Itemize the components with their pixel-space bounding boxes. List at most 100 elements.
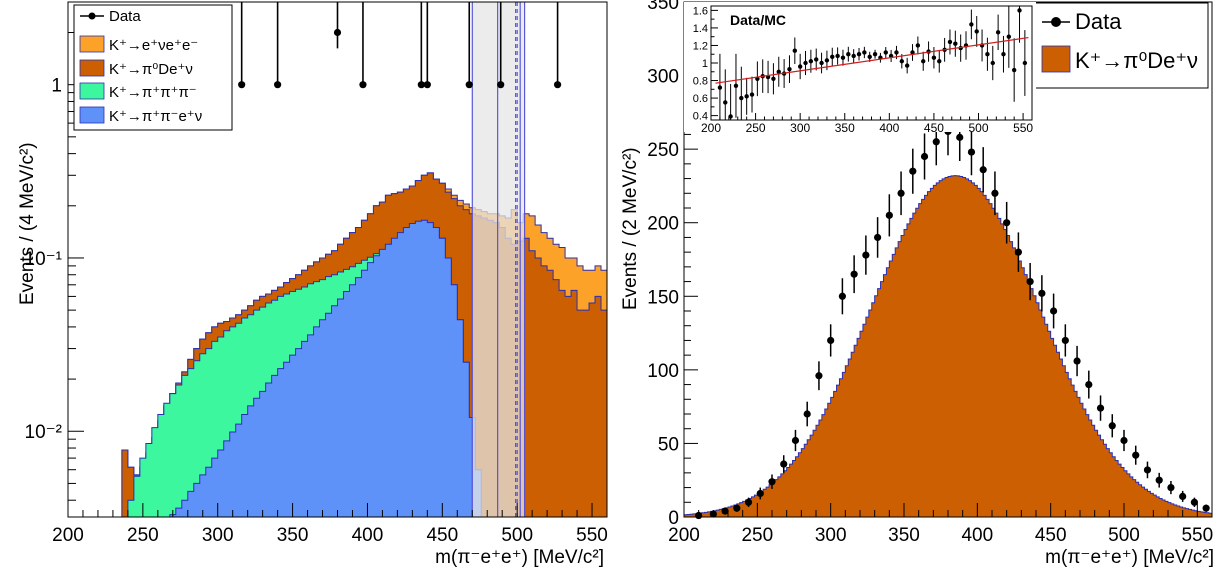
data-point xyxy=(744,498,753,506)
ratio-point xyxy=(953,41,958,46)
y-tick-label: 50 xyxy=(658,434,679,455)
ratio-point xyxy=(899,59,905,64)
inset-x-tick-label: 400 xyxy=(879,121,899,135)
y-tick-label: 250 xyxy=(647,140,679,161)
data-point xyxy=(1155,476,1163,484)
ratio-point xyxy=(985,52,990,57)
inset-y-tick-label: 1.6 xyxy=(693,5,708,17)
left-data-points xyxy=(238,2,562,89)
y-tick-label: 10⁻¹ xyxy=(25,249,63,270)
data-point xyxy=(803,410,811,418)
inset-x-tick-label: 200 xyxy=(701,121,721,135)
ratio-point xyxy=(974,29,979,34)
ratio-inset: 200 250 300 350 400 450 500 550 0.4 0.6 0.8 1 1.2 1.… xyxy=(684,2,1036,135)
legend-swatch-pi0d xyxy=(79,59,105,77)
ratio-point xyxy=(947,39,953,45)
x-tick-label: 200 xyxy=(52,525,84,546)
data-point xyxy=(1073,357,1081,365)
ratio-point xyxy=(824,58,830,63)
legend-label-pipienu: K⁺→π⁺π⁻e⁺ν xyxy=(109,108,202,125)
ratio-point xyxy=(1006,34,1012,39)
x-tick-label: 200 xyxy=(668,525,700,546)
legend-entry-right-data: Data xyxy=(1042,9,1122,34)
left-stacked-histograms xyxy=(68,172,608,518)
data-point xyxy=(1050,307,1058,315)
ratio-point xyxy=(744,94,749,99)
inset-x-tick-label: 250 xyxy=(746,121,766,135)
data-point xyxy=(897,189,905,197)
ratio-point xyxy=(921,59,926,64)
inset-y-tick-label: 1.2 xyxy=(693,40,708,52)
ratio-point xyxy=(910,50,915,55)
left-legend: Data K⁺→e⁺νe⁺e⁻ K⁺→π⁰De⁺ν K⁺→π⁺π⁺π⁻ K⁺→π… xyxy=(73,4,233,131)
inset-title: Data/MC xyxy=(730,12,786,28)
data-point xyxy=(885,211,893,219)
x-tick-label: 550 xyxy=(1181,525,1213,546)
data-point xyxy=(1003,219,1011,227)
right-x-label: m(π⁻e⁺e⁺) [MeV/c²] xyxy=(1045,547,1214,568)
data-point xyxy=(1108,422,1116,430)
data-point xyxy=(1026,277,1034,286)
mc-histogram xyxy=(683,175,1213,518)
data-point xyxy=(1143,466,1152,474)
x-tick-label: 250 xyxy=(741,525,773,546)
y-tick-label: 200 xyxy=(647,214,679,235)
legend-label-right-mc: K⁺→π⁰De⁺ν xyxy=(1075,48,1198,73)
right-panel: 200 250 300 350 400 450 500 550 0 50 100 150 200 250… xyxy=(620,0,1214,568)
data-point xyxy=(967,148,976,156)
left-panel: 200 250 300 350 400 450 500 550 10⁻² 10⁻¹ 1 m(π⁻e… xyxy=(17,1,608,568)
data-point xyxy=(721,507,729,515)
inset-x-tick-label: 450 xyxy=(924,121,944,135)
data-point xyxy=(497,81,505,89)
ratio-point xyxy=(894,50,899,55)
x-tick-label: 350 xyxy=(277,525,309,546)
ratio-point xyxy=(835,53,840,59)
x-tick-label: 450 xyxy=(426,525,458,546)
ratio-point xyxy=(990,60,995,66)
inset-x-axis: 200 250 300 350 400 450 500 550 xyxy=(701,113,1033,135)
legend-swatch-ke3ee xyxy=(79,35,105,53)
right-x-axis: 200 250 300 350 400 450 500 550 xyxy=(668,503,1213,546)
x-tick-label: 500 xyxy=(1108,525,1140,546)
x-tick-label: 350 xyxy=(888,525,920,546)
data-point xyxy=(768,478,776,486)
data-point xyxy=(417,81,425,89)
ratio-point xyxy=(1017,8,1022,13)
data-point xyxy=(333,28,342,37)
ratio-point xyxy=(856,52,862,57)
ratio-point xyxy=(723,100,728,105)
data-point xyxy=(465,81,473,89)
inset-x-tick-label: 350 xyxy=(835,121,855,135)
right-y-label: Events / (2 MeV/c²) xyxy=(620,147,641,310)
ratio-point xyxy=(915,43,921,48)
legend-swatch-k3pi xyxy=(79,82,105,100)
data-point xyxy=(1085,380,1093,389)
data-point xyxy=(423,81,431,89)
ratio-point xyxy=(1022,60,1028,66)
signal-region-box xyxy=(471,1,526,518)
right-mc-histogram xyxy=(683,175,1213,518)
data-point xyxy=(1096,404,1105,412)
legend-entry-k3pi: K⁺→π⁺π⁺π⁻ xyxy=(79,82,197,101)
data-point xyxy=(791,436,800,445)
legend-label-right-data: Data xyxy=(1075,9,1122,34)
y-tick-label: 150 xyxy=(647,287,679,308)
data-point xyxy=(815,372,823,380)
inset-y-axis: 0.4 0.6 0.8 1 1.2 1.4 1.6 xyxy=(693,5,718,123)
ratio-point xyxy=(787,66,792,72)
data-point xyxy=(1132,451,1140,459)
x-tick-label: 300 xyxy=(815,525,847,546)
right-y-axis: 0 50 100 150 200 250 300 350 xyxy=(647,0,698,529)
legend-entry-right-mc: K⁺→π⁰De⁺ν xyxy=(1041,45,1198,73)
x-tick-label: 400 xyxy=(961,525,993,546)
data-point xyxy=(1014,248,1023,256)
data-point xyxy=(874,233,882,242)
inset-y-tick-label: 0.8 xyxy=(693,76,708,88)
ratio-fit-line xyxy=(715,36,1029,84)
left-y-label: Events / (4 MeV/c²) xyxy=(17,142,38,305)
x-tick-label: 400 xyxy=(352,525,384,546)
ratio-point xyxy=(733,83,739,89)
ratio-point xyxy=(969,22,974,27)
legend-entry-data: Data xyxy=(80,8,141,25)
